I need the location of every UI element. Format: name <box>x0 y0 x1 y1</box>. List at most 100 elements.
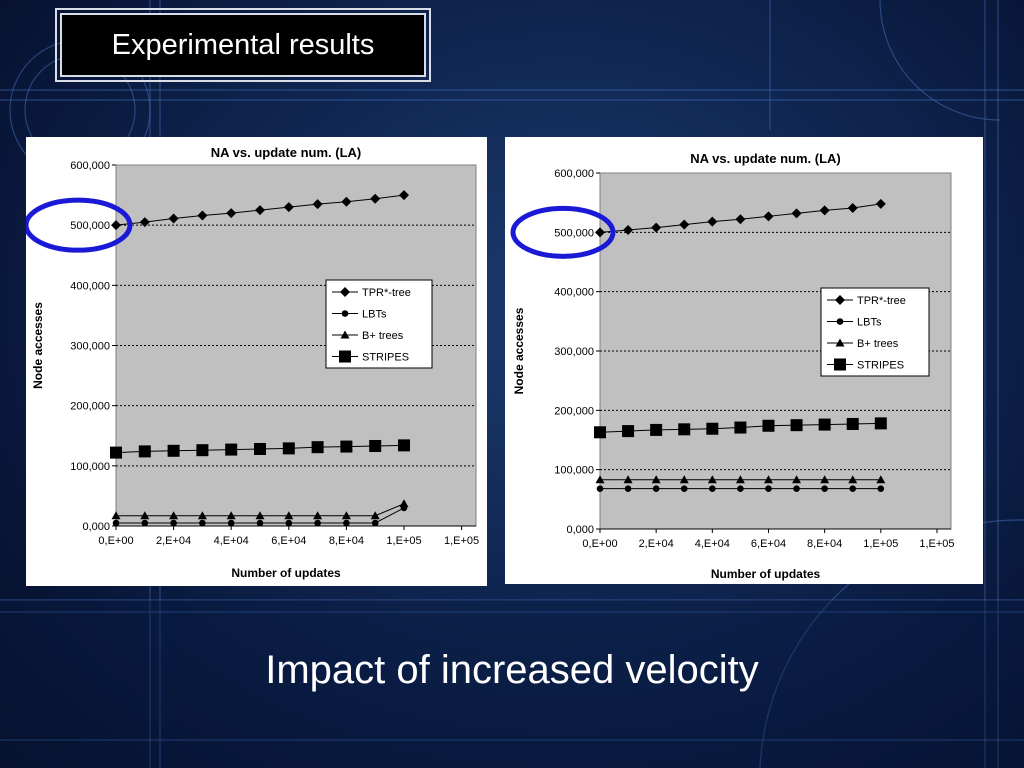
x-tick-label: 1,E+05 <box>444 535 479 547</box>
data-point <box>197 511 207 520</box>
data-point <box>651 222 662 233</box>
data-point <box>170 519 177 527</box>
data-point <box>139 217 150 228</box>
data-point <box>595 475 605 484</box>
data-point <box>763 211 774 222</box>
data-point <box>820 475 830 484</box>
data-point <box>792 475 802 484</box>
x-tick-label: 6,E+04 <box>751 538 786 550</box>
slide-title-box: Experimental results <box>55 8 431 82</box>
data-point <box>341 511 351 520</box>
data-point <box>875 198 886 209</box>
data-point <box>679 475 689 484</box>
data-point <box>284 511 294 520</box>
series-stripes <box>594 417 887 439</box>
data-point <box>398 439 410 452</box>
data-point <box>255 205 265 216</box>
data-point <box>622 425 635 438</box>
data-point <box>847 203 858 214</box>
data-point <box>399 190 409 201</box>
data-point <box>341 196 352 207</box>
x-axis-label: Number of updates <box>231 566 341 580</box>
data-point <box>680 485 688 492</box>
data-point <box>256 519 264 527</box>
highlight-circle <box>26 197 133 253</box>
chart-panel-left: 0,000 100,000 200,000 300,000 400,000 500,000… <box>26 137 487 586</box>
highlight-circle <box>510 205 616 259</box>
legend-entry: LBTs <box>857 317 882 329</box>
data-point <box>819 205 830 216</box>
data-point <box>790 419 803 432</box>
legend-entry: B+ trees <box>857 338 899 350</box>
data-point <box>709 485 716 492</box>
data-point <box>877 485 885 492</box>
y-tick-label: 0,000 <box>82 521 110 533</box>
x-tick-label: 1,E+05 <box>386 535 421 547</box>
data-point <box>763 475 773 484</box>
data-point <box>196 444 209 457</box>
x-tick-label: 4,E+04 <box>214 535 249 547</box>
data-point <box>848 475 858 484</box>
data-point <box>735 214 746 225</box>
legend-entry: STRIPES <box>857 360 904 372</box>
data-point <box>311 441 324 454</box>
chart-left-svg: 0,000 100,000 200,000 300,000 400,000 500,000… <box>26 145 479 580</box>
x-tick-label: 1,E+05 <box>863 538 898 550</box>
data-point <box>623 475 633 484</box>
data-point <box>112 519 120 527</box>
x-tick-label: 0,E+00 <box>582 538 617 550</box>
data-point <box>226 208 237 219</box>
slide-title: Experimental results <box>111 28 375 61</box>
data-point <box>313 511 323 520</box>
y-tick-label: 600,000 <box>554 168 594 180</box>
y-tick-label: 100,000 <box>554 465 594 477</box>
data-point <box>283 202 294 213</box>
chart-panel-right: 0,000 100,000 200,000 300,000 400,000 500,000… <box>505 137 983 584</box>
y-tick-label: 0,000 <box>566 524 594 536</box>
series-b-trees <box>111 499 409 520</box>
chart-right-svg: 0,000 100,000 200,000 300,000 400,000 500,000… <box>510 151 955 581</box>
series-b-trees <box>595 475 886 484</box>
slide-title-inner: Experimental results <box>60 13 426 77</box>
chart-title: NA vs. update num. (LA) <box>690 151 840 166</box>
y-axis-label: Node accesses <box>31 302 45 389</box>
data-point <box>197 210 208 221</box>
data-point <box>762 419 775 432</box>
data-point <box>167 444 180 457</box>
legend-entry: LBTs <box>362 309 387 321</box>
data-point <box>343 519 350 527</box>
series-stripes <box>110 439 410 459</box>
data-point <box>821 485 828 492</box>
data-point <box>168 213 179 224</box>
y-tick-label: 400,000 <box>70 280 110 292</box>
data-point <box>793 485 800 492</box>
y-tick-label: 300,000 <box>554 346 594 358</box>
legend-entry: B+ trees <box>362 330 404 342</box>
data-point <box>369 439 382 452</box>
legend-marker <box>339 350 351 363</box>
data-point <box>140 511 150 520</box>
data-point <box>624 485 632 492</box>
x-tick-label: 2,E+04 <box>639 538 674 550</box>
data-point <box>111 220 121 231</box>
data-point <box>652 485 660 492</box>
slide-caption: Impact of increased velocity <box>265 648 759 692</box>
data-point <box>706 422 719 435</box>
data-point <box>340 440 353 453</box>
data-point <box>370 511 380 520</box>
legend-entry: TPR*-tree <box>362 287 411 299</box>
data-point <box>594 426 606 439</box>
data-point <box>371 519 379 527</box>
y-tick-label: 500,000 <box>70 220 110 232</box>
legend-marker <box>340 330 350 339</box>
data-point <box>650 423 663 436</box>
x-tick-label: 8,E+04 <box>329 535 364 547</box>
data-point <box>735 475 745 484</box>
data-point <box>791 208 802 219</box>
data-point <box>199 519 206 527</box>
y-tick-label: 100,000 <box>70 461 110 473</box>
data-point <box>314 519 321 527</box>
legend-marker <box>834 358 846 371</box>
data-point <box>679 219 690 230</box>
data-point <box>596 485 604 492</box>
